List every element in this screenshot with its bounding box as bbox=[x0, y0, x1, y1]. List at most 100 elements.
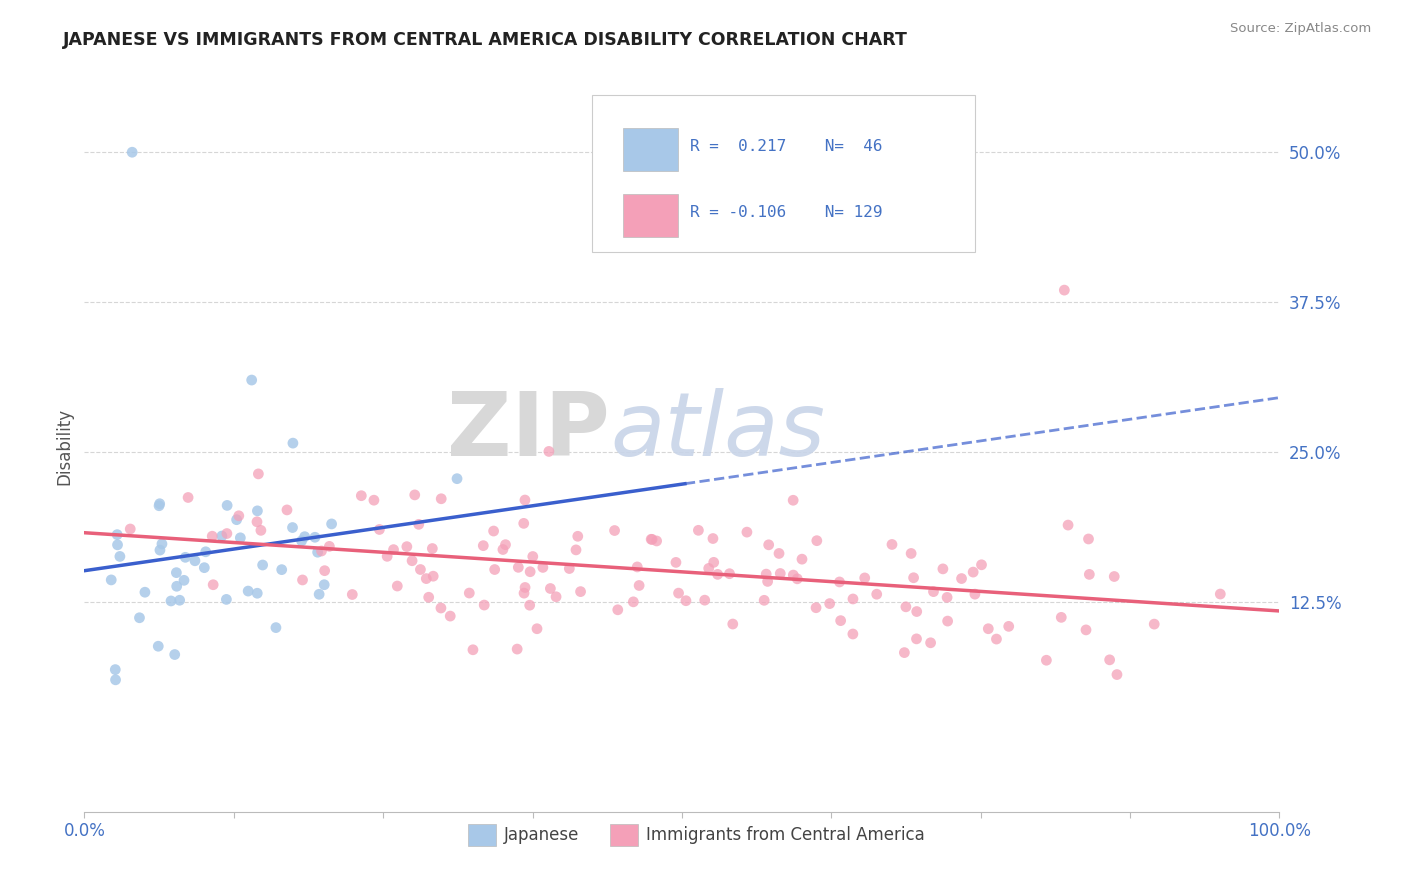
Point bbox=[675, 593, 697, 607]
Point bbox=[246, 504, 269, 518]
Point bbox=[420, 541, 443, 556]
Point bbox=[149, 497, 172, 511]
Point bbox=[294, 530, 316, 544]
Point bbox=[688, 524, 710, 538]
Point bbox=[697, 561, 720, 575]
Point bbox=[177, 491, 200, 505]
Point bbox=[853, 571, 876, 585]
Point bbox=[920, 636, 942, 650]
Point bbox=[522, 549, 544, 564]
Point bbox=[225, 513, 247, 527]
Point bbox=[121, 145, 143, 160]
Point bbox=[1105, 667, 1128, 681]
Point bbox=[782, 568, 804, 582]
Text: ZIP: ZIP bbox=[447, 388, 610, 475]
Point bbox=[368, 523, 391, 537]
Point bbox=[641, 533, 664, 547]
Point bbox=[893, 646, 915, 660]
Text: JAPANESE VS IMMIGRANTS FROM CENTRAL AMERICA DISABILITY CORRELATION CHART: JAPANESE VS IMMIGRANTS FROM CENTRAL AMER… bbox=[63, 31, 908, 49]
Point bbox=[558, 561, 581, 575]
Point bbox=[163, 648, 186, 662]
Point bbox=[645, 533, 668, 548]
Point bbox=[782, 493, 804, 508]
Point bbox=[997, 619, 1019, 633]
Point bbox=[755, 567, 778, 582]
Point bbox=[311, 544, 333, 558]
Point bbox=[977, 622, 1000, 636]
Point bbox=[735, 525, 758, 540]
Text: atlas: atlas bbox=[610, 388, 825, 475]
Point bbox=[342, 587, 364, 601]
Point bbox=[508, 560, 530, 574]
Point bbox=[1035, 653, 1057, 667]
Point bbox=[240, 373, 263, 387]
Point bbox=[409, 562, 432, 576]
Point bbox=[1077, 532, 1099, 546]
Text: R = -0.106    N= 129: R = -0.106 N= 129 bbox=[690, 204, 883, 219]
Point bbox=[166, 579, 188, 593]
Point bbox=[606, 603, 628, 617]
Point bbox=[756, 574, 779, 589]
Point bbox=[1053, 283, 1076, 297]
Point bbox=[314, 578, 336, 592]
Point bbox=[828, 574, 851, 589]
Point bbox=[252, 558, 274, 572]
Point bbox=[513, 493, 536, 508]
Point bbox=[247, 467, 270, 481]
Text: Immigrants from Central America: Immigrants from Central America bbox=[645, 826, 925, 844]
Point bbox=[830, 614, 852, 628]
Point bbox=[149, 543, 172, 558]
Point bbox=[395, 540, 418, 554]
Point bbox=[160, 594, 183, 608]
Point bbox=[936, 591, 959, 605]
Point bbox=[184, 554, 207, 568]
Point bbox=[229, 531, 252, 545]
Point bbox=[202, 578, 225, 592]
Point bbox=[628, 578, 651, 592]
Point bbox=[513, 586, 536, 600]
Point bbox=[818, 597, 841, 611]
Point bbox=[894, 599, 917, 614]
Point bbox=[668, 586, 690, 600]
Point bbox=[768, 546, 790, 560]
Point bbox=[375, 549, 398, 564]
Point bbox=[703, 555, 725, 569]
Point bbox=[458, 586, 481, 600]
Point bbox=[569, 584, 592, 599]
Point bbox=[281, 520, 304, 534]
Point bbox=[134, 585, 156, 599]
Point bbox=[472, 598, 495, 612]
Point bbox=[880, 537, 903, 551]
Point bbox=[905, 632, 928, 646]
Point bbox=[842, 591, 865, 606]
Point bbox=[900, 546, 922, 560]
Point bbox=[495, 538, 517, 552]
Point bbox=[519, 565, 541, 579]
Point bbox=[211, 529, 233, 543]
Point bbox=[350, 489, 373, 503]
Point bbox=[721, 617, 744, 632]
Y-axis label: Disability: Disability bbox=[55, 408, 73, 484]
Point bbox=[472, 539, 495, 553]
Text: Source: ZipAtlas.com: Source: ZipAtlas.com bbox=[1230, 22, 1371, 36]
Text: Japanese: Japanese bbox=[503, 826, 579, 844]
Point bbox=[174, 550, 197, 565]
Point bbox=[404, 488, 426, 502]
Point bbox=[531, 560, 554, 574]
Point bbox=[217, 499, 239, 513]
Point bbox=[415, 572, 437, 586]
Point bbox=[314, 564, 336, 578]
FancyBboxPatch shape bbox=[623, 128, 678, 171]
Point bbox=[565, 542, 588, 557]
Point bbox=[1078, 567, 1101, 582]
Point bbox=[382, 542, 405, 557]
Point bbox=[922, 584, 945, 599]
Point bbox=[1057, 518, 1080, 533]
Point bbox=[120, 522, 142, 536]
Point bbox=[193, 560, 215, 574]
Point bbox=[250, 524, 273, 538]
Point bbox=[1102, 569, 1125, 583]
Point bbox=[806, 533, 828, 548]
Point bbox=[513, 581, 536, 595]
Point bbox=[526, 622, 548, 636]
